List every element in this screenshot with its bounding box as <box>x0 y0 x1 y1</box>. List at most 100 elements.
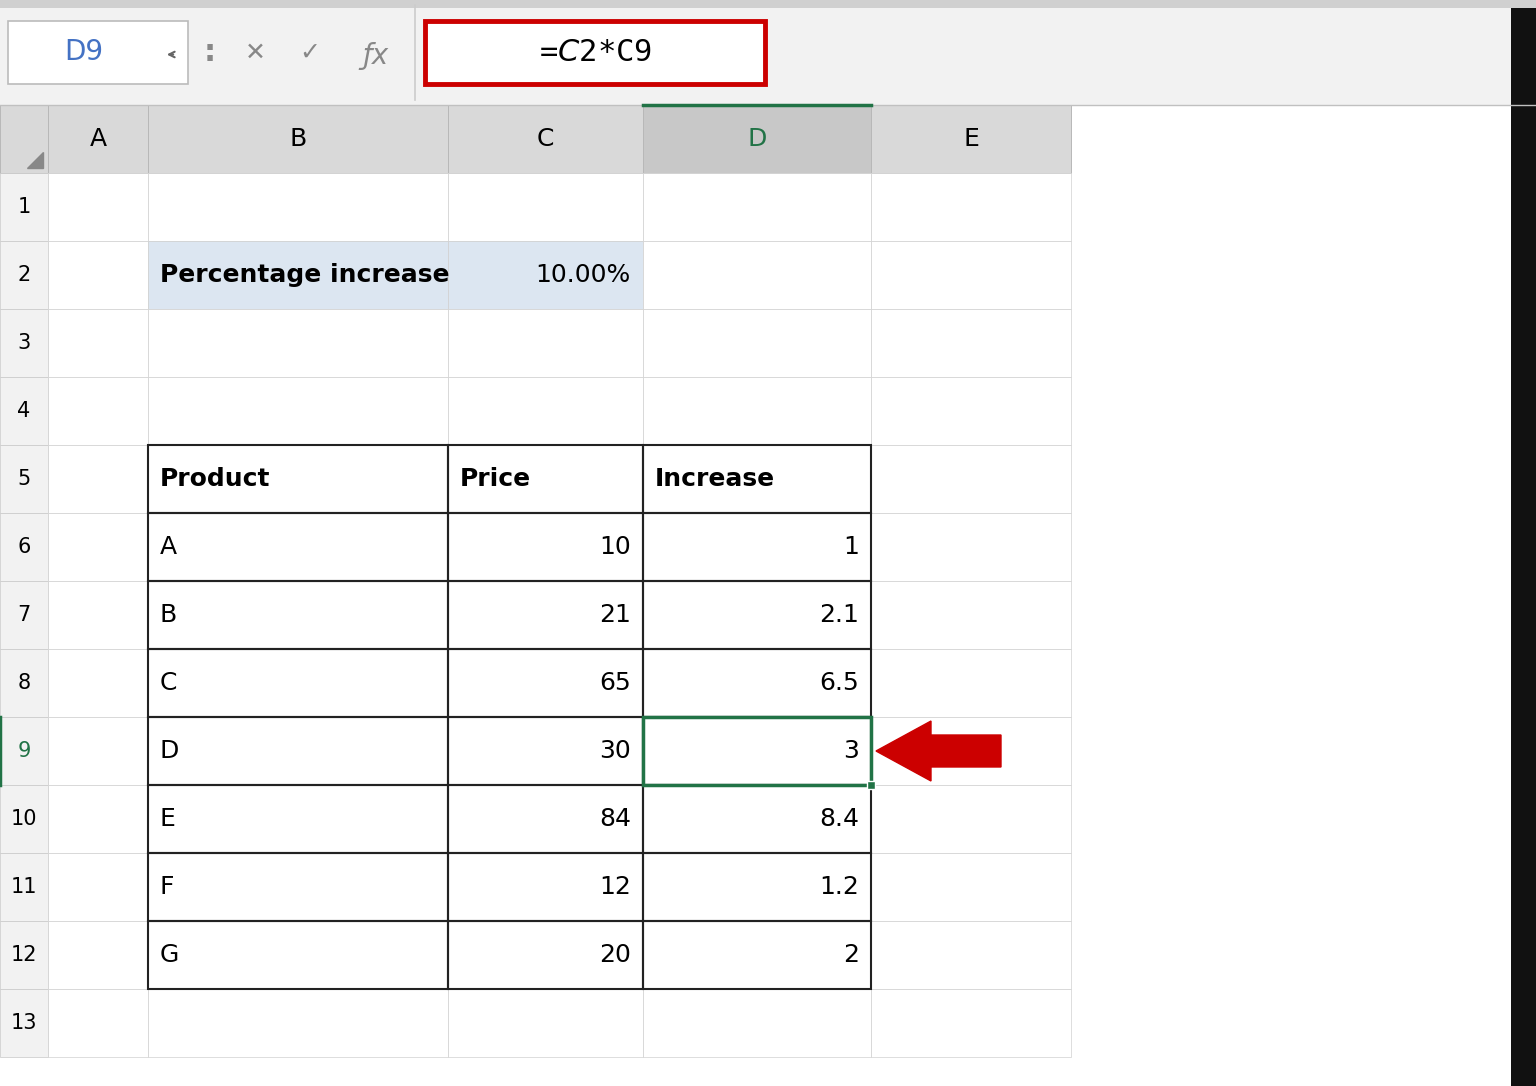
Text: 2: 2 <box>17 265 31 285</box>
Bar <box>48 581 147 649</box>
Bar <box>449 921 644 989</box>
Text: 2.1: 2.1 <box>819 603 859 627</box>
Bar <box>0 717 48 785</box>
Bar <box>48 513 147 581</box>
Bar <box>644 513 871 581</box>
Text: Price: Price <box>459 467 531 491</box>
Text: D: D <box>748 127 766 151</box>
Bar <box>48 921 147 989</box>
Bar <box>147 581 449 649</box>
Bar <box>449 513 644 581</box>
Text: E: E <box>160 807 177 831</box>
Bar <box>147 310 449 377</box>
Bar <box>644 310 871 377</box>
Text: 13: 13 <box>11 1013 37 1033</box>
Bar <box>871 649 1071 717</box>
Bar <box>147 513 449 581</box>
Bar <box>871 581 1071 649</box>
Text: D: D <box>160 738 180 763</box>
Bar <box>147 989 449 1057</box>
Text: A: A <box>89 127 106 151</box>
Bar <box>0 445 48 513</box>
Text: :: : <box>204 38 217 67</box>
Bar <box>644 717 871 785</box>
Bar <box>48 785 147 853</box>
Bar <box>0 105 48 173</box>
Bar <box>48 989 147 1057</box>
Bar <box>48 241 147 310</box>
Text: 10.00%: 10.00% <box>536 263 631 287</box>
Bar <box>644 853 871 921</box>
FancyArrow shape <box>876 721 1001 781</box>
Bar <box>425 21 765 84</box>
Bar <box>449 717 644 785</box>
Bar <box>644 649 871 717</box>
Text: =$C$2*C9: =$C$2*C9 <box>539 38 651 67</box>
Bar <box>449 445 644 513</box>
Bar <box>644 853 871 921</box>
Text: ✕: ✕ <box>244 40 266 64</box>
Bar <box>0 853 48 921</box>
Bar <box>449 853 644 921</box>
Bar <box>0 0 1536 105</box>
Bar <box>147 173 449 241</box>
Text: 8.4: 8.4 <box>819 807 859 831</box>
Bar <box>48 853 147 921</box>
Bar <box>871 717 1071 785</box>
Bar <box>871 445 1071 513</box>
Bar <box>644 921 871 989</box>
Bar <box>871 377 1071 445</box>
Bar <box>871 853 1071 921</box>
Text: Product: Product <box>160 467 270 491</box>
Bar <box>449 785 644 853</box>
Text: 10: 10 <box>11 809 37 829</box>
Bar <box>449 105 644 173</box>
Bar <box>48 105 147 173</box>
Text: 1: 1 <box>843 535 859 559</box>
Bar <box>0 513 48 581</box>
Bar <box>449 785 644 853</box>
Bar <box>0 310 48 377</box>
Bar <box>644 989 871 1057</box>
Bar <box>449 173 644 241</box>
Text: 3: 3 <box>843 738 859 763</box>
Bar <box>147 921 449 989</box>
Text: 21: 21 <box>599 603 631 627</box>
Text: D9: D9 <box>65 38 103 66</box>
Bar <box>0 173 48 241</box>
Text: 65: 65 <box>599 671 631 695</box>
Bar <box>449 649 644 717</box>
Bar <box>449 717 644 785</box>
Bar <box>449 310 644 377</box>
Bar <box>147 853 449 921</box>
Text: 3: 3 <box>17 333 31 353</box>
Bar <box>871 785 1071 853</box>
Text: 20: 20 <box>599 943 631 967</box>
Bar <box>644 241 871 310</box>
Bar <box>644 785 871 853</box>
Bar <box>48 377 147 445</box>
Bar <box>644 717 871 785</box>
Bar <box>147 717 449 785</box>
Bar <box>147 785 449 853</box>
Bar <box>449 581 644 649</box>
Bar <box>449 513 644 581</box>
Bar <box>871 921 1071 989</box>
Text: 5: 5 <box>17 469 31 489</box>
Bar <box>147 921 449 989</box>
Text: E: E <box>963 127 978 151</box>
Bar <box>48 310 147 377</box>
Bar <box>449 377 644 445</box>
Bar <box>644 445 871 513</box>
Bar <box>644 377 871 445</box>
Text: C: C <box>160 671 177 695</box>
Bar <box>147 717 449 785</box>
Bar <box>147 105 449 173</box>
Bar <box>0 649 48 717</box>
Text: 2: 2 <box>843 943 859 967</box>
Bar <box>147 241 449 310</box>
Bar <box>644 581 871 649</box>
Bar <box>644 105 871 173</box>
Bar <box>644 513 871 581</box>
Bar <box>48 649 147 717</box>
